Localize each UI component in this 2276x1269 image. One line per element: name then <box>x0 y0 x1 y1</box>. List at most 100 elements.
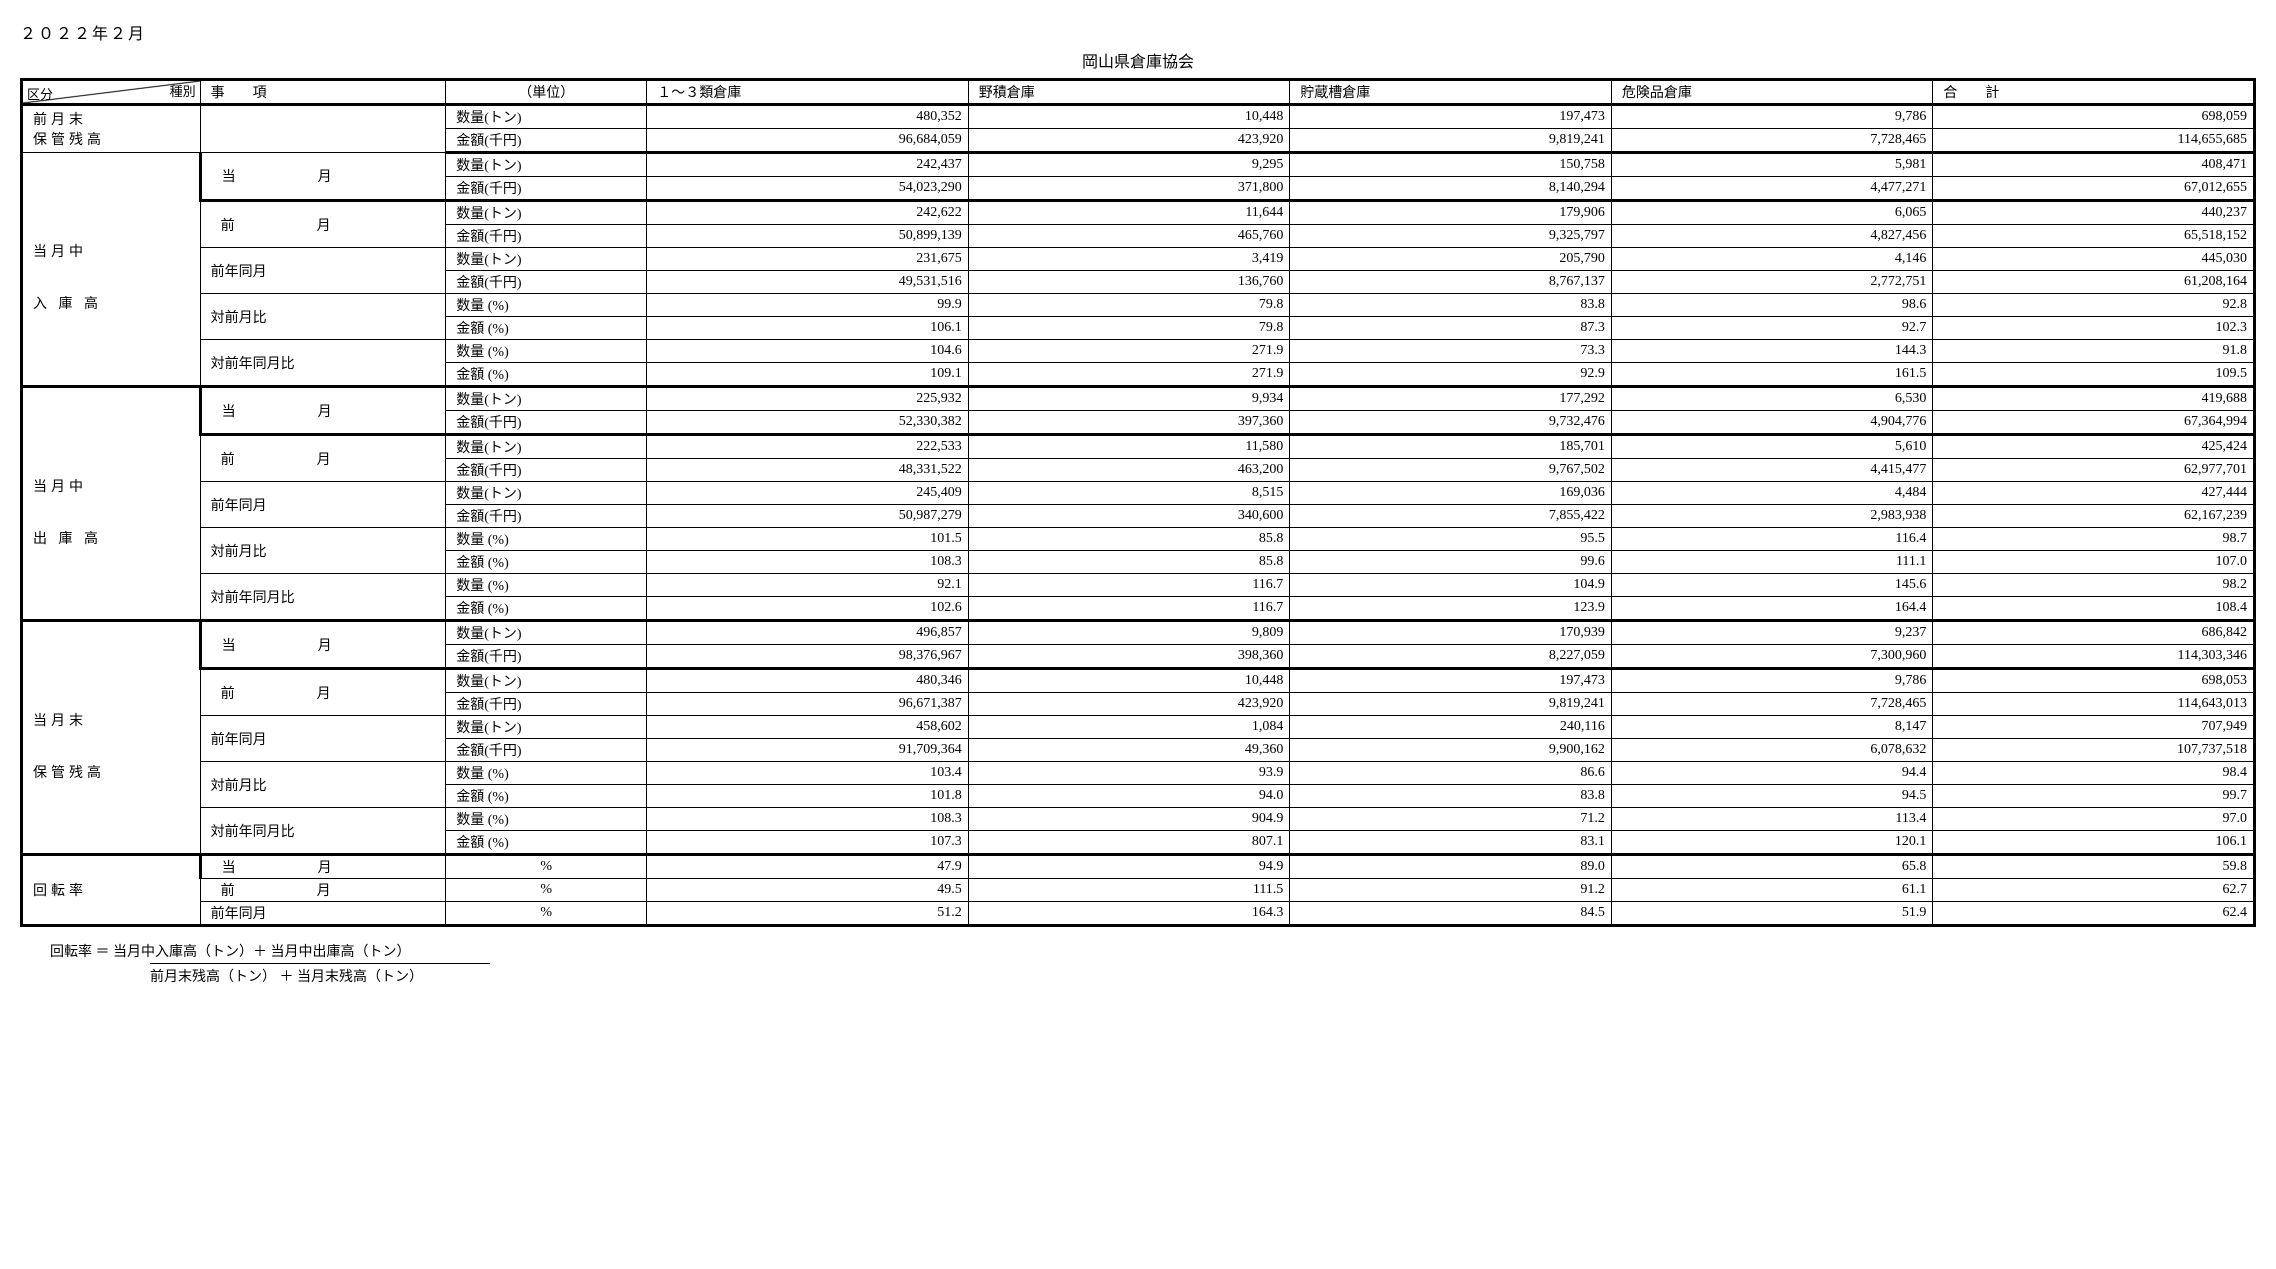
cell: 169,036 <box>1290 482 1612 505</box>
cell: 67,364,994 <box>1933 411 2255 435</box>
cell: 8,227,059 <box>1290 645 1612 669</box>
formula-divider <box>150 963 490 964</box>
cell: 2,983,938 <box>1611 505 1933 528</box>
formula-bottom: 前月末残高（トン） ＋ 当月末残高（トン） <box>50 966 2256 986</box>
cell: 425,424 <box>1933 435 2255 459</box>
cell: 9,237 <box>1611 621 1933 645</box>
cell: 423,920 <box>968 129 1290 153</box>
cell: 1,084 <box>968 716 1290 739</box>
cell: 109.5 <box>1933 363 2255 387</box>
header-unit: （単位） <box>446 80 647 105</box>
cell: 94.9 <box>968 855 1290 879</box>
cell: 108.3 <box>647 551 969 574</box>
cell: 8,147 <box>1611 716 1933 739</box>
cell: 904.9 <box>968 808 1290 831</box>
cell: 11,580 <box>968 435 1290 459</box>
cell: 222,533 <box>647 435 969 459</box>
cell: 49,531,516 <box>647 271 969 294</box>
cell: 271.9 <box>968 340 1290 363</box>
cell: 62,167,239 <box>1933 505 2255 528</box>
cell: 480,346 <box>647 669 969 693</box>
cell: 123.9 <box>1290 597 1612 621</box>
cell: 4,477,271 <box>1611 177 1933 201</box>
cell: 419,688 <box>1933 387 2255 411</box>
cell: 106.1 <box>647 317 969 340</box>
cell: 807.1 <box>968 831 1290 855</box>
cell: 107.0 <box>1933 551 2255 574</box>
cell: 79.8 <box>968 317 1290 340</box>
cell: 98,376,967 <box>647 645 969 669</box>
cell: 51.2 <box>647 902 969 926</box>
cell: 98.7 <box>1933 528 2255 551</box>
col-open: 野積倉庫 <box>968 80 1290 105</box>
unit: 数量(トン) <box>446 201 647 225</box>
cell: 242,437 <box>647 153 969 177</box>
cell: 8,767,137 <box>1290 271 1612 294</box>
cell: 107.3 <box>647 831 969 855</box>
cell: 92.8 <box>1933 294 2255 317</box>
cell: 114,303,346 <box>1933 645 2255 669</box>
cell: 8,515 <box>968 482 1290 505</box>
sub-prev-year: 前年同月 <box>200 716 446 762</box>
cell: 108.3 <box>647 808 969 831</box>
unit: 金額 (%) <box>446 363 647 387</box>
cell: 103.4 <box>647 762 969 785</box>
unit: 数量 (%) <box>446 294 647 317</box>
sub-prev-year: 前年同月 <box>200 902 446 926</box>
cell: 9,819,241 <box>1290 693 1612 716</box>
cell: 47.9 <box>647 855 969 879</box>
cell: 83.8 <box>1290 785 1612 808</box>
sub-vs-prev-m: 対前月比 <box>200 294 446 340</box>
cell: 440,237 <box>1933 201 2255 225</box>
cell: 398,360 <box>968 645 1290 669</box>
formula-lead: 回転率 ＝ <box>50 945 110 960</box>
cell: 101.5 <box>647 528 969 551</box>
cell: 79.8 <box>968 294 1290 317</box>
unit: 数量 (%) <box>446 528 647 551</box>
report-title: 岡山県倉庫協会 <box>20 48 2256 72</box>
cell: 465,760 <box>968 225 1290 248</box>
cell: 197,473 <box>1290 669 1612 693</box>
cell: 463,200 <box>968 459 1290 482</box>
unit: % <box>446 902 647 926</box>
cell: 686,842 <box>1933 621 2255 645</box>
sub-vs-prev-m: 対前月比 <box>200 762 446 808</box>
cell: 51.9 <box>1611 902 1933 926</box>
cell: 107,737,518 <box>1933 739 2255 762</box>
cell: 98.2 <box>1933 574 2255 597</box>
cell: 145.6 <box>1611 574 1933 597</box>
cell: 177,292 <box>1290 387 1612 411</box>
col-total: 合 計 <box>1933 80 2255 105</box>
cell: 698,059 <box>1933 105 2255 129</box>
cell: 179,906 <box>1290 201 1612 225</box>
cell: 59.8 <box>1933 855 2255 879</box>
cell: 231,675 <box>647 248 969 271</box>
unit: 金額(千円) <box>446 177 647 201</box>
cell: 197,473 <box>1290 105 1612 129</box>
sub-this-month: 当 月 <box>200 621 446 669</box>
sub-prev-month: 前 月 <box>200 879 446 902</box>
cell: 170,939 <box>1290 621 1612 645</box>
cell: 116.7 <box>968 574 1290 597</box>
section-turnover: 回転率 <box>22 855 201 926</box>
cell: 423,920 <box>968 693 1290 716</box>
cell: 707,949 <box>1933 716 2255 739</box>
cell: 96,684,059 <box>647 129 969 153</box>
cell: 10,448 <box>968 669 1290 693</box>
cell: 164.4 <box>1611 597 1933 621</box>
report-date: ２０２２年２月 <box>20 20 2256 44</box>
blank <box>200 105 446 153</box>
unit: 数量(トン) <box>446 621 647 645</box>
formula-top: 当月中入庫高（トン）＋ 当月中出庫高（トン） <box>113 945 411 960</box>
cell: 104.9 <box>1290 574 1612 597</box>
cell: 85.8 <box>968 551 1290 574</box>
cell: 98.6 <box>1611 294 1933 317</box>
cell: 85.8 <box>968 528 1290 551</box>
warehouse-report-table: 種別区分 事 項 （単位） １～３類倉庫 野積倉庫 貯蔵槽倉庫 危険品倉庫 合 … <box>20 78 2256 927</box>
cell: 94.0 <box>968 785 1290 808</box>
cell: 95.5 <box>1290 528 1612 551</box>
cell: 6,078,632 <box>1611 739 1933 762</box>
cell: 65.8 <box>1611 855 1933 879</box>
unit: 金額 (%) <box>446 597 647 621</box>
formula-block: 回転率 ＝ 当月中入庫高（トン）＋ 当月中出庫高（トン） 前月末残高（トン） ＋… <box>20 941 2256 986</box>
